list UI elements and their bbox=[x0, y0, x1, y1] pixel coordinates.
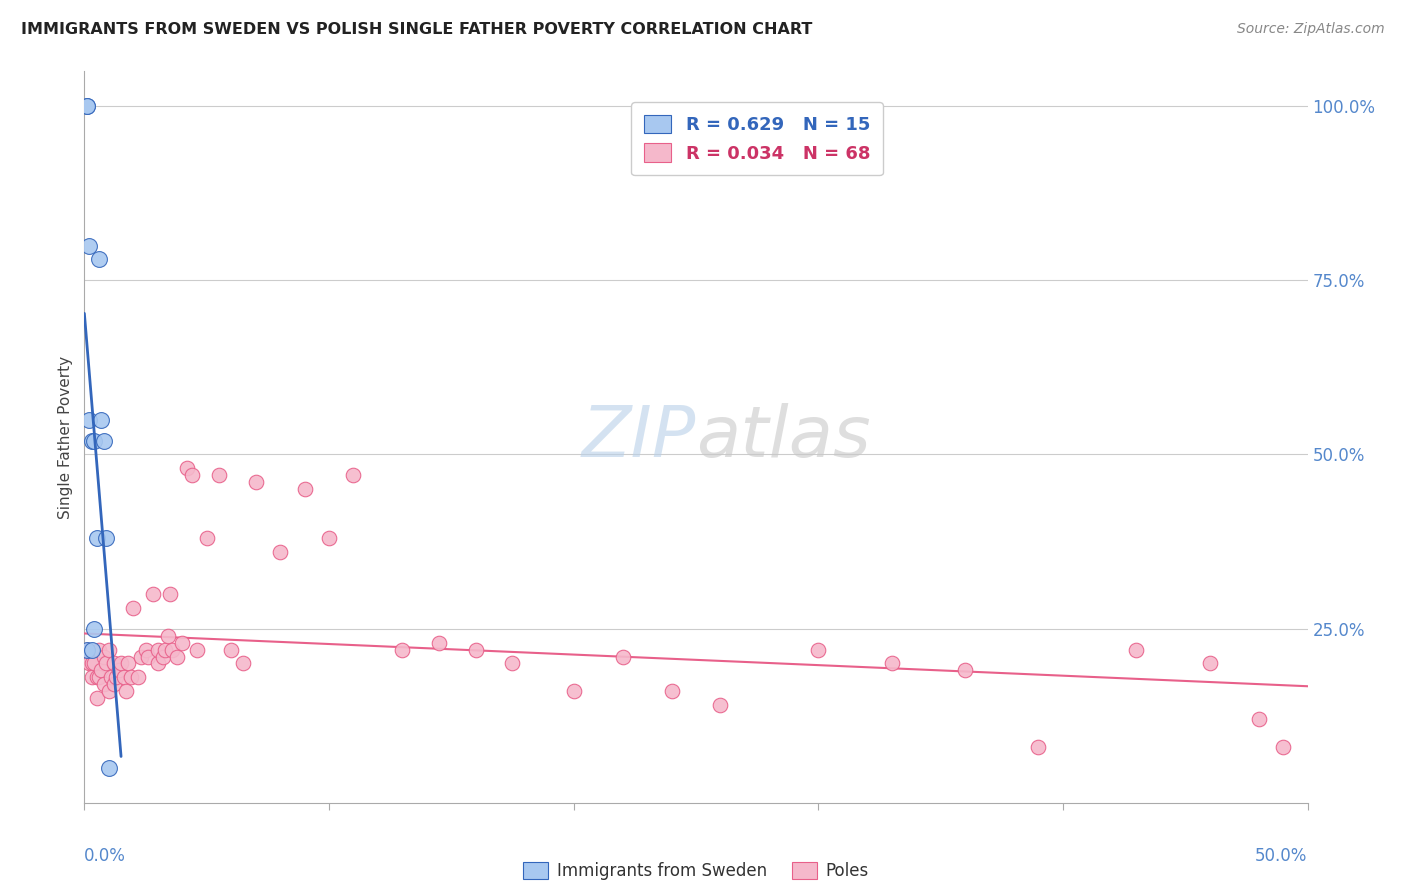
Point bbox=[76, 99, 98, 113]
Text: 50.0%: 50.0% bbox=[1256, 847, 1308, 864]
Point bbox=[80, 670, 103, 684]
Point bbox=[181, 468, 204, 483]
Point bbox=[83, 434, 105, 448]
Point bbox=[97, 684, 120, 698]
Point bbox=[427, 635, 450, 649]
Point bbox=[76, 99, 98, 113]
Point bbox=[115, 684, 138, 698]
Point bbox=[96, 531, 118, 545]
Point bbox=[269, 545, 291, 559]
Point bbox=[77, 238, 100, 252]
Point bbox=[176, 461, 198, 475]
Point bbox=[117, 657, 139, 671]
Point bbox=[122, 600, 145, 615]
Point bbox=[87, 670, 110, 684]
Point bbox=[107, 664, 129, 678]
Point bbox=[186, 642, 208, 657]
Point bbox=[120, 670, 142, 684]
Point bbox=[93, 649, 115, 664]
Point bbox=[110, 657, 132, 671]
Point bbox=[612, 649, 634, 664]
Point bbox=[166, 649, 188, 664]
Point bbox=[159, 587, 181, 601]
Point bbox=[80, 657, 103, 671]
Point bbox=[342, 468, 364, 483]
Point bbox=[97, 642, 120, 657]
Text: IMMIGRANTS FROM SWEDEN VS POLISH SINGLE FATHER POVERTY CORRELATION CHART: IMMIGRANTS FROM SWEDEN VS POLISH SINGLE … bbox=[21, 22, 813, 37]
Point bbox=[103, 677, 125, 691]
Point bbox=[232, 657, 254, 671]
Text: Source: ZipAtlas.com: Source: ZipAtlas.com bbox=[1237, 22, 1385, 37]
Y-axis label: Single Father Poverty: Single Father Poverty bbox=[58, 356, 73, 518]
Point bbox=[97, 761, 120, 775]
Text: atlas: atlas bbox=[696, 402, 870, 472]
Point bbox=[195, 531, 218, 545]
Point bbox=[172, 635, 194, 649]
Text: ZIP: ZIP bbox=[582, 402, 696, 472]
Point bbox=[135, 642, 157, 657]
Point bbox=[661, 684, 683, 698]
Point bbox=[152, 649, 174, 664]
Point bbox=[129, 649, 152, 664]
Point bbox=[105, 670, 128, 684]
Point bbox=[294, 483, 316, 497]
Point bbox=[100, 670, 122, 684]
Point bbox=[93, 434, 115, 448]
Point bbox=[112, 670, 135, 684]
Point bbox=[90, 412, 112, 426]
Point bbox=[464, 642, 486, 657]
Point bbox=[86, 691, 108, 706]
Point bbox=[245, 475, 267, 490]
Point bbox=[83, 657, 105, 671]
Point bbox=[318, 531, 340, 545]
Legend: Immigrants from Sweden, Poles: Immigrants from Sweden, Poles bbox=[517, 855, 875, 887]
Point bbox=[219, 642, 242, 657]
Point bbox=[80, 642, 103, 657]
Point bbox=[76, 642, 98, 657]
Point bbox=[142, 587, 165, 601]
Point bbox=[153, 642, 176, 657]
Point bbox=[146, 642, 169, 657]
Point bbox=[807, 642, 830, 657]
Point bbox=[146, 657, 169, 671]
Point bbox=[86, 531, 108, 545]
Point bbox=[86, 670, 108, 684]
Point bbox=[953, 664, 976, 678]
Point bbox=[880, 657, 903, 671]
Point bbox=[208, 468, 231, 483]
Point bbox=[90, 664, 112, 678]
Point bbox=[93, 677, 115, 691]
Point bbox=[77, 657, 100, 671]
Point bbox=[96, 657, 118, 671]
Point bbox=[562, 684, 585, 698]
Text: 0.0%: 0.0% bbox=[84, 847, 127, 864]
Point bbox=[136, 649, 159, 664]
Point bbox=[83, 622, 105, 636]
Point bbox=[1125, 642, 1147, 657]
Point bbox=[87, 252, 110, 267]
Point bbox=[76, 642, 98, 657]
Point bbox=[1272, 740, 1295, 755]
Point bbox=[77, 412, 100, 426]
Point bbox=[103, 657, 125, 671]
Point bbox=[1198, 657, 1220, 671]
Point bbox=[162, 642, 184, 657]
Point bbox=[80, 434, 103, 448]
Point bbox=[127, 670, 149, 684]
Point bbox=[87, 642, 110, 657]
Point bbox=[709, 698, 731, 713]
Point bbox=[1247, 712, 1270, 726]
Point bbox=[391, 642, 413, 657]
Point bbox=[156, 629, 179, 643]
Point bbox=[502, 657, 524, 671]
Point bbox=[1028, 740, 1050, 755]
